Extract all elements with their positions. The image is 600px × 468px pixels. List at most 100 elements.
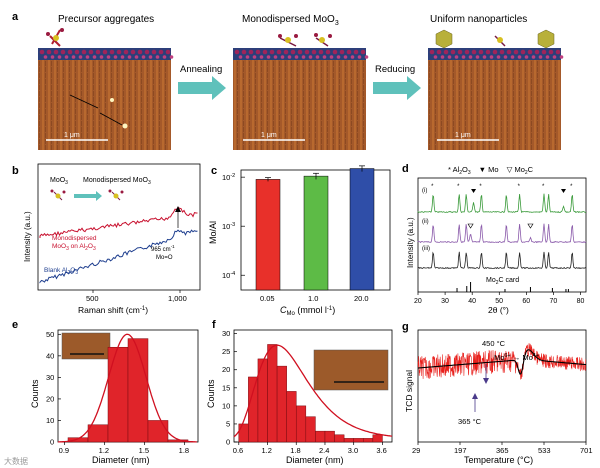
surface-atom (95, 49, 101, 55)
surface-atom (50, 55, 55, 59)
arrow-annealing-label: Annealing (180, 64, 222, 75)
e-bar-3 (127, 338, 149, 443)
surface-atom (534, 49, 540, 55)
surface-atom (304, 49, 310, 55)
surface-atom (471, 49, 477, 55)
watermark: 大数据 (4, 456, 28, 466)
surface-atom (113, 55, 118, 59)
surface-atom (148, 55, 153, 59)
panel-g-xaxis: 29 197 365 533 701 (412, 442, 593, 455)
surface-atom (78, 55, 83, 59)
panel-d-xtick-label: 50 (495, 298, 503, 305)
surface-atom (134, 55, 139, 59)
f-xtick-label: 0.6 (233, 446, 243, 455)
surface-atom (482, 55, 487, 59)
f-bar-12 (353, 438, 364, 443)
surface-atom (450, 49, 456, 55)
panel-g-xlabel: Temperature (°C) (464, 455, 533, 465)
caption-uniform: Uniform nanoparticles (430, 14, 527, 25)
surface-atom (436, 49, 442, 55)
bar-c-2 (349, 168, 375, 291)
surface-atom (158, 49, 164, 55)
panel-f-fit-curve (233, 344, 393, 438)
surface-atom (440, 55, 445, 59)
surface-atom (245, 55, 250, 59)
panel-d-xtick-label: 80 (577, 298, 585, 305)
surface-atom (127, 55, 132, 59)
surface-atom (350, 55, 355, 59)
surface-atom (443, 49, 449, 55)
surface-atom (531, 55, 536, 59)
surface-atom (538, 55, 543, 59)
surface-atom (46, 49, 52, 55)
panel-f-bars (238, 344, 383, 443)
annotation-450: 450 °C (482, 339, 506, 348)
e-xtick-label: 1.2 (99, 446, 109, 455)
surface-atom (141, 55, 146, 59)
series-label-monodispersed: Monodispersed (52, 235, 97, 242)
surface-atom (524, 55, 529, 59)
surface-atom (294, 55, 299, 59)
surface-atom (322, 55, 327, 59)
surface-atom (429, 49, 435, 55)
surface-atom (485, 49, 491, 55)
annotation-365: 365 °C (458, 417, 482, 426)
panel-b-xtick-500: 500 (86, 294, 99, 303)
surface-atom (464, 49, 470, 55)
peak-label-moo: Mo=O (156, 255, 173, 261)
surface-atom (67, 49, 73, 55)
xrd-peak-markers: * * * * * * (431, 184, 573, 229)
scalebar-label-3: 1 μm (455, 132, 471, 139)
panel-d-xtick-label: 40 (468, 298, 476, 305)
molecule-aggregate-icon (46, 28, 64, 47)
panel-c-ytick-label: 10-4 (222, 271, 235, 280)
surface-atom (266, 55, 271, 59)
f-xtick-label: 2.4 (319, 446, 329, 455)
f-bar-8 (315, 430, 326, 443)
surface-atom (517, 55, 522, 59)
panel-f-inset-image (313, 349, 389, 391)
f-bar-11 (343, 438, 354, 443)
panel-d-xtick-label: 70 (549, 298, 557, 305)
surface-atoms (39, 49, 564, 59)
surface-atom (520, 49, 526, 55)
surface-atom (280, 55, 285, 59)
surface-atom (499, 49, 505, 55)
surface-atom (510, 55, 515, 59)
xrd-trace-i (417, 193, 587, 214)
panel-c-xtick-label: 0.05 (260, 294, 275, 303)
e-bar-2 (107, 346, 129, 443)
inset-moo3-mid: Monodispersed MoO3 (83, 177, 151, 186)
raman-trace-blank (39, 229, 198, 284)
surface-atom (120, 55, 125, 59)
panel-b: b MoO3 Monodispersed MoO3 Monodispersed … (12, 163, 201, 315)
surface-atom (315, 55, 320, 59)
surface-atom (311, 49, 317, 55)
surface-atom (255, 49, 261, 55)
surface-atom (496, 55, 501, 59)
surface-atom (155, 55, 160, 59)
panel-g-xtick-label: 701 (580, 446, 593, 455)
panel-d-xtick-label: 20 (414, 298, 422, 305)
panel-g-letter: g (402, 321, 409, 333)
card-label: Mo2C card (486, 277, 519, 286)
caption-precursor: Precursor aggregates (58, 14, 154, 25)
surface-atom (461, 55, 466, 59)
surface-atom (527, 49, 533, 55)
surface-atom (102, 49, 108, 55)
surface-atom (99, 55, 104, 59)
f-ytick-label: 15 (222, 383, 230, 392)
surface-atom (343, 55, 348, 59)
surface-atom (151, 49, 157, 55)
surface-atom (457, 49, 463, 55)
surface-atom (269, 49, 275, 55)
f-ytick-label: 0 (226, 438, 230, 447)
arrow-pointer-1 (69, 94, 99, 109)
f-xtick-label: 1.8 (290, 446, 300, 455)
surface-atom (357, 55, 362, 59)
panel-d-xaxis: 20 30 40 50 60 70 80 (414, 292, 584, 305)
surface-atom (273, 55, 278, 59)
panel-e-fit-curve (58, 333, 197, 443)
surface-atom (106, 55, 111, 59)
f-bar-5 (286, 391, 297, 443)
